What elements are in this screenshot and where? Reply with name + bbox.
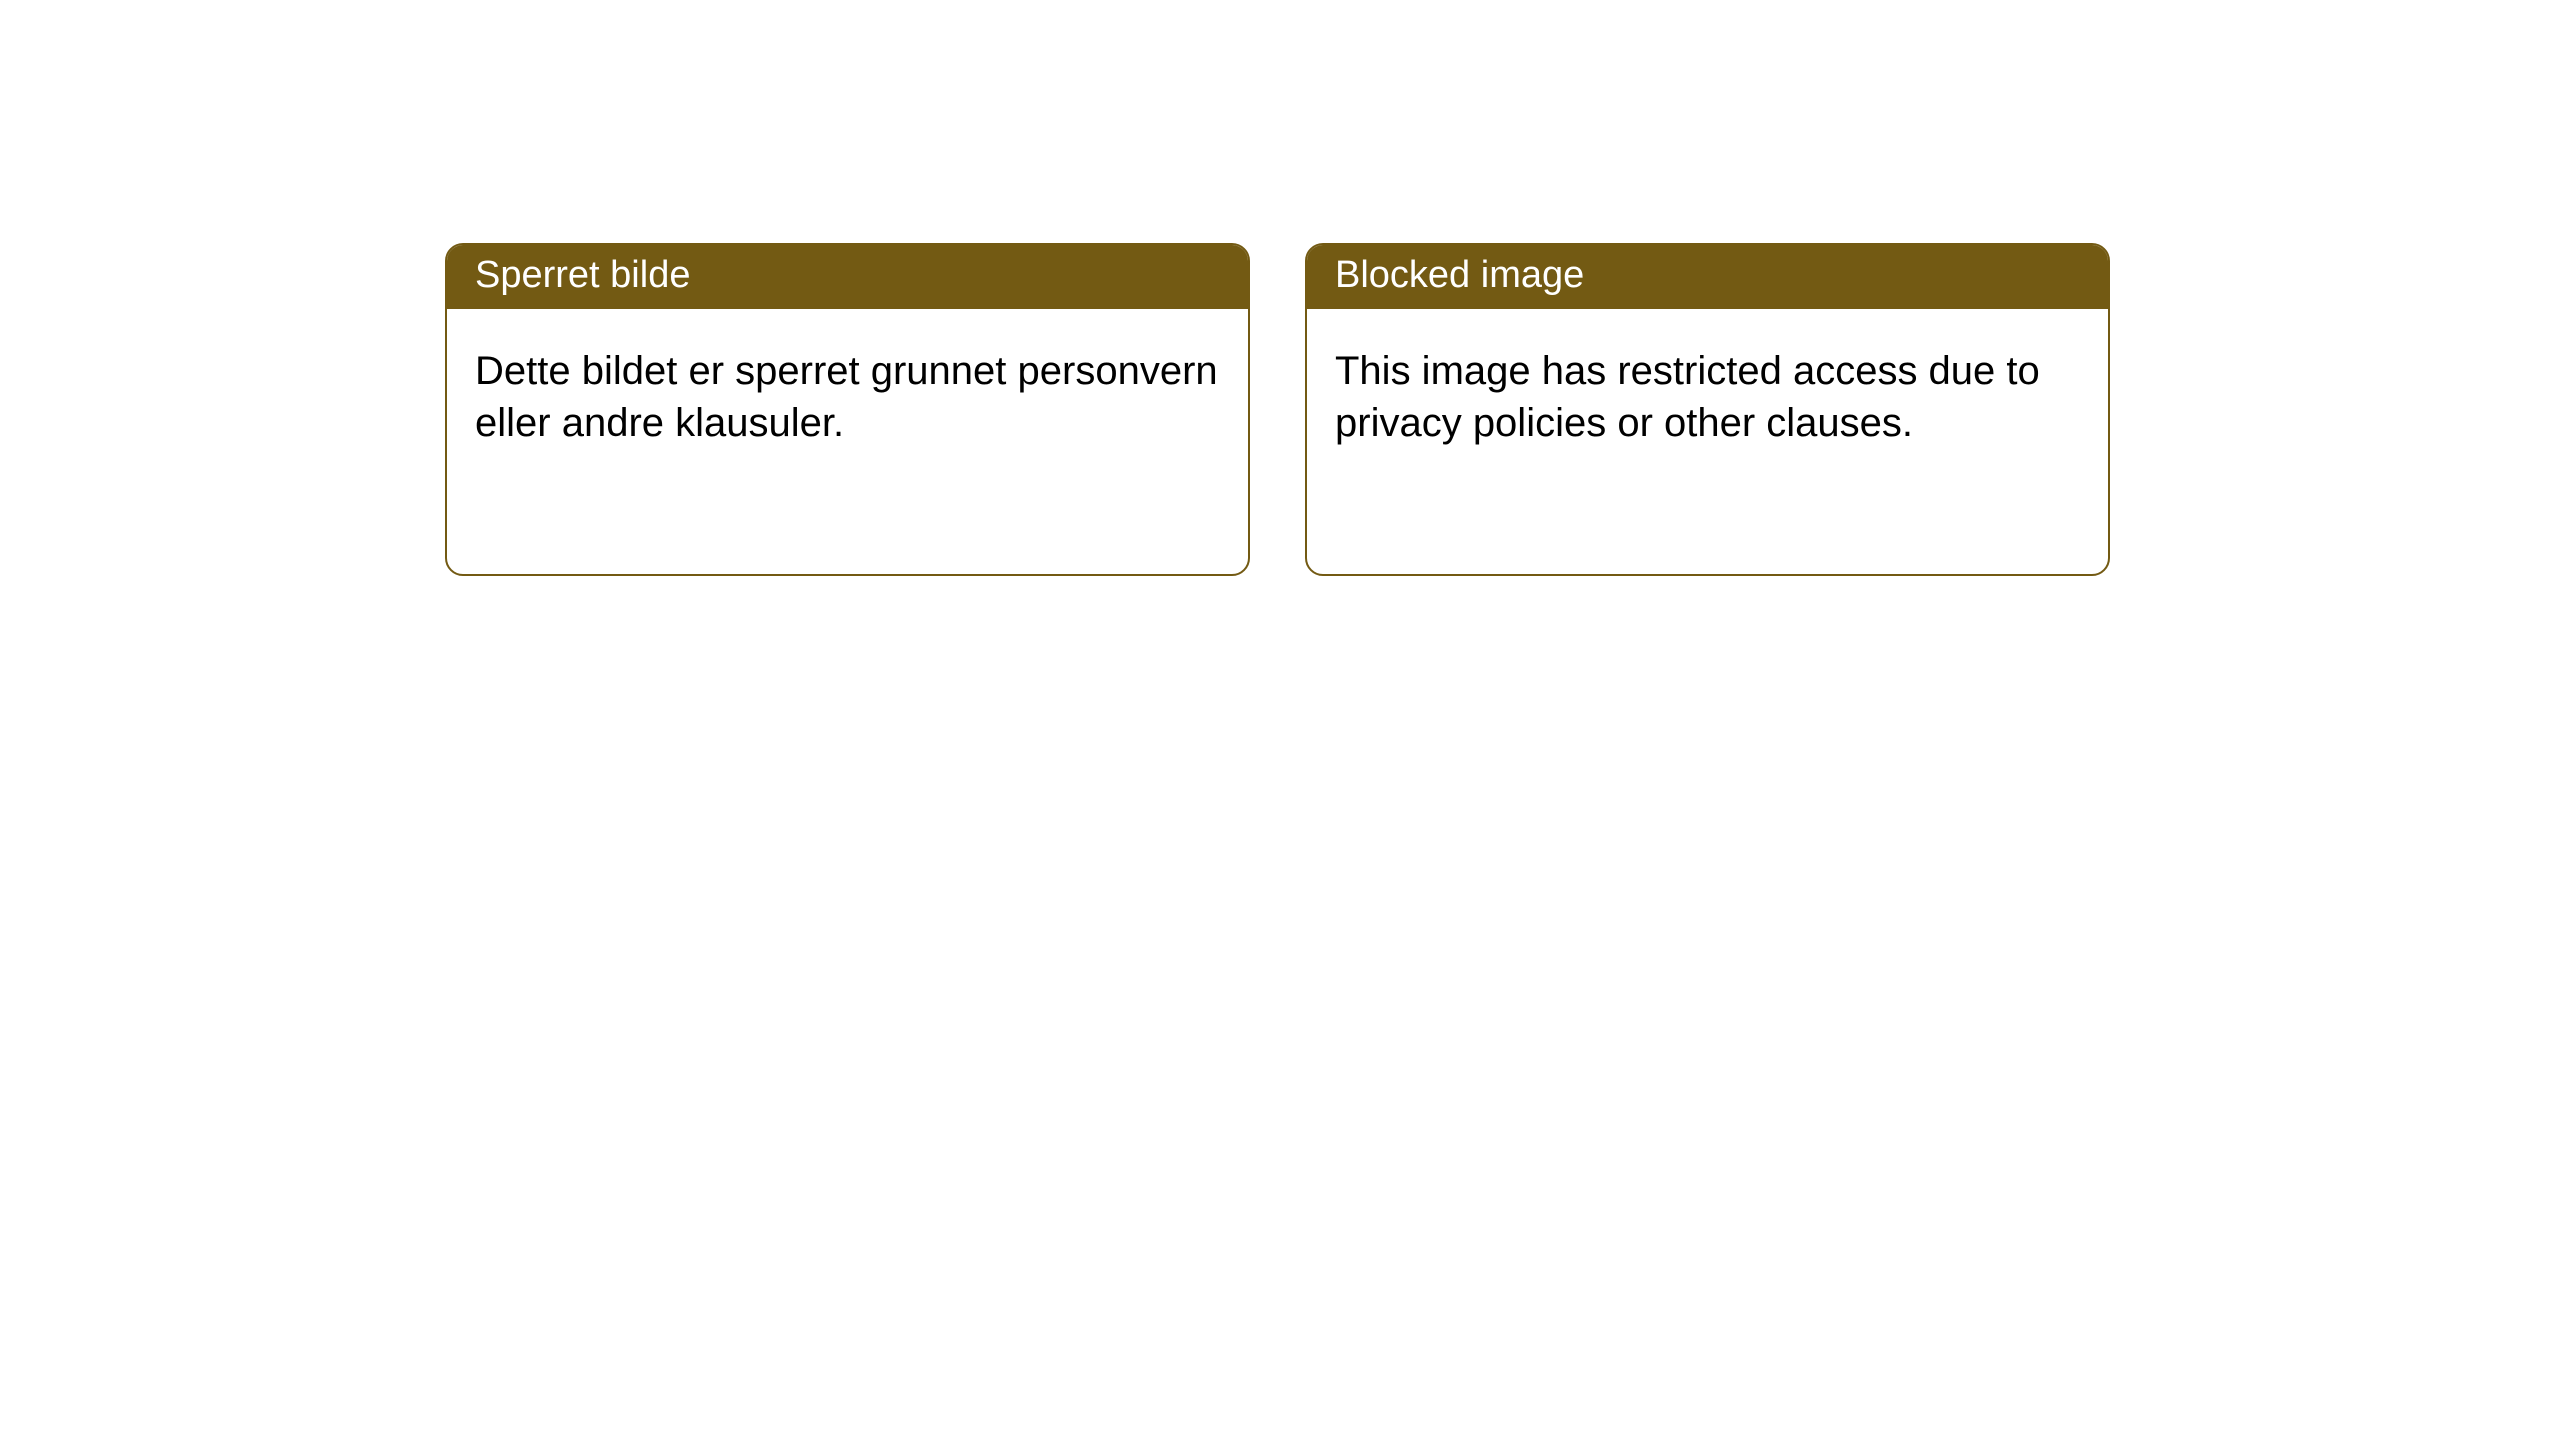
notice-body: Dette bildet er sperret grunnet personve… — [447, 309, 1248, 479]
notice-title: Sperret bilde — [447, 245, 1248, 309]
notice-card-norwegian: Sperret bilde Dette bildet er sperret gr… — [445, 243, 1250, 576]
notice-card-english: Blocked image This image has restricted … — [1305, 243, 2110, 576]
notice-container: Sperret bilde Dette bildet er sperret gr… — [445, 243, 2110, 576]
notice-body: This image has restricted access due to … — [1307, 309, 2108, 479]
notice-title: Blocked image — [1307, 245, 2108, 309]
